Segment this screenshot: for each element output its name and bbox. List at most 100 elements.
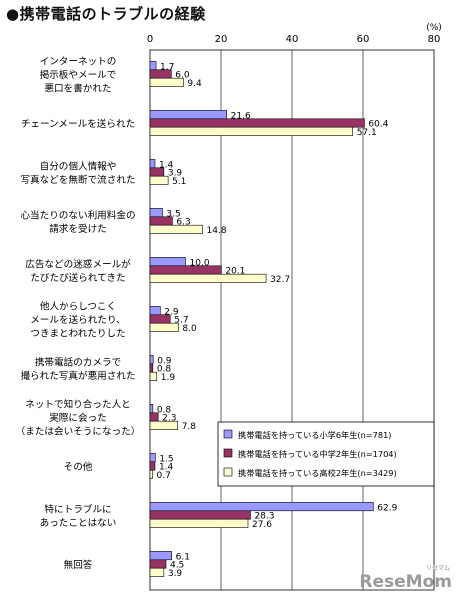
bar [149, 110, 227, 120]
bars-layer [149, 61, 374, 577]
category-label: 悪口を書かれた [44, 83, 111, 95]
data-label: 1.7 [160, 62, 174, 72]
data-label: 27.6 [252, 520, 272, 530]
category-label: 自分の個人情報や [40, 160, 117, 172]
data-label: 1.4 [159, 463, 174, 473]
data-label: 0.8 [157, 405, 172, 415]
data-label: 10.0 [190, 258, 210, 268]
bar [149, 453, 156, 463]
data-label: 7.8 [182, 422, 197, 432]
category-label: メールを送られたり、 [30, 314, 126, 326]
bar [149, 355, 154, 365]
data-label: 60.4 [368, 120, 388, 130]
bar [149, 159, 156, 169]
data-label: 3.9 [168, 169, 183, 179]
watermark-sub: リセマム [425, 565, 450, 572]
category-label: 掲示板やメールで [40, 69, 117, 81]
category-label: たびたび送られてきた [30, 272, 125, 284]
bar [149, 371, 158, 381]
category-label: 他人からしつこく [40, 301, 116, 313]
category-label: チェーンメールを送られた [21, 118, 135, 130]
x-tick-label: 80 [428, 34, 441, 45]
x-tick-label: 0 [147, 34, 153, 45]
data-label: 0.9 [157, 356, 172, 366]
bar [149, 273, 267, 283]
legend-label: 携帯電話を持っている中学2年生(n=1704) [238, 449, 397, 459]
data-label: 8.0 [182, 324, 197, 334]
bar [149, 363, 154, 373]
data-label: 1.9 [161, 373, 176, 383]
data-label: 5.1 [172, 177, 186, 187]
category-label: 請求を受けた [49, 223, 107, 235]
bar [149, 61, 157, 71]
data-label: 0.8 [157, 365, 172, 375]
category-label: 無回答 [64, 559, 93, 571]
data-label: 6.0 [175, 71, 190, 81]
data-label: 0.7 [156, 471, 170, 481]
chart-title: ●携帯電話のトラブルの経験 [6, 5, 206, 23]
category-label: （または会いそうになった） [16, 426, 141, 438]
category-label: 心当たりのない利用料金の [20, 209, 135, 221]
data-label: 6.3 [176, 218, 190, 228]
data-label: 57.1 [357, 128, 377, 138]
bar [149, 175, 169, 185]
data-label: 4.5 [170, 561, 184, 571]
data-label: 9.4 [187, 79, 202, 89]
category-label: ネットで知り合った人と [25, 399, 131, 411]
data-label: 2.9 [164, 307, 179, 317]
data-label: 14.8 [207, 226, 227, 236]
data-label: 21.6 [231, 111, 251, 121]
bar [149, 469, 153, 479]
data-label: 20.1 [225, 267, 245, 277]
category-label: 広告などの迷惑メールが [25, 258, 131, 270]
legend-label: 携帯電話を持っている小学6年生(n=781) [238, 430, 392, 440]
legend-swatch [223, 467, 233, 477]
category-label: 特にトラブルに [44, 503, 111, 515]
category-label: あったことはない [40, 518, 117, 529]
data-label: 28.3 [254, 512, 274, 522]
category-label: インターネットの [40, 57, 117, 68]
labels-layer: 0 20 40 60 80(%) 1.76.09.4 インターネットの掲示板やメールで悪口を… [16, 23, 442, 579]
bar [149, 265, 222, 275]
data-label: 6.1 [176, 552, 190, 562]
data-label: 5.7 [174, 316, 188, 326]
x-tick-label: 40 [286, 34, 299, 45]
data-label: 2.3 [162, 414, 176, 424]
category-label: 携帯電話のカメラで [35, 356, 121, 368]
data-label: 3.9 [168, 569, 183, 579]
bar [149, 404, 154, 414]
x-tick-label: 60 [357, 34, 370, 45]
legend-label: 携帯電話を持っている高校2年生(n=3429) [238, 468, 397, 478]
bar [149, 518, 249, 528]
category-label: 写真などを無断で流された [20, 174, 135, 186]
unit-label: (%) [426, 23, 442, 33]
bar [149, 77, 184, 87]
legend-swatch [223, 448, 233, 458]
data-label: 1.5 [159, 454, 173, 464]
legend-box [217, 421, 435, 487]
bar [149, 126, 354, 136]
data-label: 62.9 [377, 503, 397, 513]
bar [149, 510, 251, 520]
bar [149, 257, 186, 267]
bar [149, 208, 163, 218]
data-label: 3.5 [166, 209, 180, 219]
x-tick-label: 20 [215, 34, 228, 45]
bar [149, 461, 156, 471]
legend: 携帯電話を持っている小学6年生(n=781) 携帯電話を持っている中学2年生(n=… [217, 421, 435, 487]
bar [149, 551, 172, 561]
bar [149, 420, 178, 430]
bar [149, 322, 179, 332]
legend-swatch [223, 429, 233, 439]
data-label: 1.4 [159, 160, 174, 170]
bar [149, 559, 167, 569]
resemom-watermark: リセマム ReseMom [359, 565, 452, 592]
bar [149, 502, 374, 512]
bar [149, 306, 161, 316]
watermark-text: ReseMom [359, 572, 452, 592]
category-label: つきまとわれたりした [30, 329, 125, 340]
category-label: その他 [64, 461, 93, 473]
bar [149, 567, 165, 577]
data-label: 32.7 [270, 275, 290, 285]
